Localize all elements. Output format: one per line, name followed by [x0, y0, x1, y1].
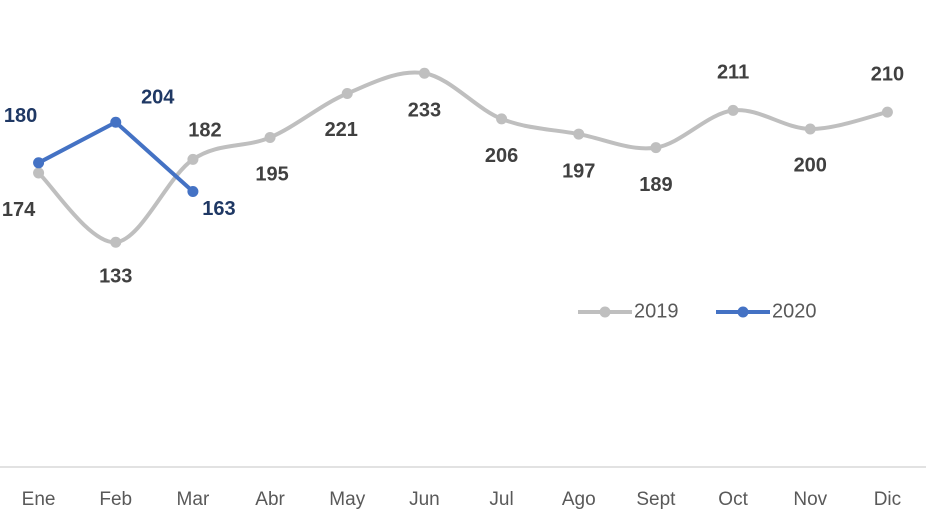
x-tick-label: Jul — [489, 489, 513, 510]
x-tick-label: Jun — [409, 489, 440, 510]
data-point — [187, 153, 199, 165]
legend-marker — [599, 306, 611, 318]
x-tick-label: Ago — [562, 489, 596, 510]
series-line — [36, 119, 195, 194]
legend-marker — [737, 306, 749, 318]
data-label: 189 — [639, 174, 672, 196]
data-label: 195 — [255, 164, 288, 186]
data-point — [187, 186, 199, 198]
data-label: 174 — [2, 199, 36, 221]
x-tick-label: Sept — [636, 489, 676, 510]
data-point — [33, 167, 45, 179]
data-point — [110, 236, 122, 248]
data-label: 221 — [325, 119, 358, 141]
x-tick-label: Abr — [255, 489, 285, 510]
data-point — [804, 123, 816, 135]
legend-label: 2019 — [634, 300, 679, 322]
data-point — [33, 157, 45, 169]
data-point — [496, 113, 508, 125]
data-label: 180 — [4, 105, 37, 127]
data-point — [573, 128, 585, 140]
data-point — [881, 106, 893, 118]
data-label: 182 — [188, 120, 221, 142]
data-label: 233 — [408, 100, 441, 122]
x-tick-label: Ene — [22, 489, 56, 510]
x-tick-label: Oct — [718, 489, 748, 510]
data-point — [727, 104, 739, 116]
data-point — [650, 142, 662, 154]
data-point — [264, 131, 276, 143]
data-label: 211 — [717, 62, 749, 84]
data-label: 197 — [562, 160, 595, 182]
x-tick-label: Mar — [177, 489, 210, 510]
data-label: 204 — [141, 87, 175, 109]
x-tick-label: Feb — [99, 489, 132, 510]
data-label: 133 — [99, 266, 132, 288]
data-label: 206 — [485, 145, 518, 167]
x-tick-label: Dic — [874, 489, 901, 510]
data-label: 200 — [794, 154, 827, 176]
data-label: 210 — [871, 63, 904, 85]
x-tick-label: May — [329, 489, 365, 510]
data-point — [418, 67, 430, 79]
data-label: 163 — [202, 198, 235, 220]
data-point — [110, 116, 122, 128]
data-point — [341, 88, 353, 100]
legend-label: 2020 — [772, 300, 817, 322]
x-tick-label: Nov — [793, 489, 827, 510]
